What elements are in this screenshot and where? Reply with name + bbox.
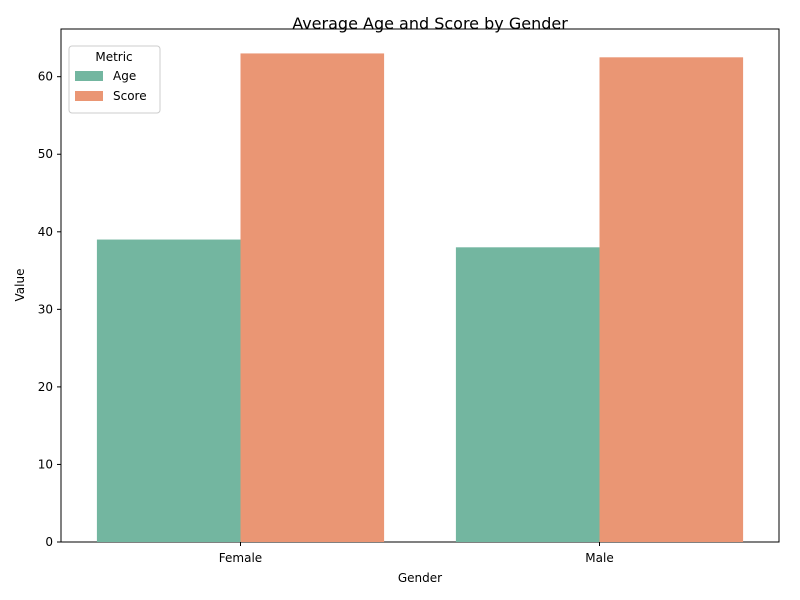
y-tick-label-10: 10 [38,457,53,471]
plot-frame [60,28,780,543]
legend-label-age: Age [113,69,136,83]
bar-age-female [96,239,241,543]
plot-area [60,28,780,543]
legend-swatch-age [75,71,103,81]
y-tick-label-60: 60 [38,70,53,84]
x-axis: Female Male [219,542,614,565]
y-tick-label-0: 0 [45,535,53,549]
legend: Metric Age Score [68,45,161,114]
y-tick-label-50: 50 [38,147,53,161]
x-tick-label-male: Male [585,551,613,565]
chart-title: Average Age and Score by Gender [292,14,568,33]
x-tick-label-female: Female [219,551,262,565]
bar-age-male [455,247,600,542]
x-axis-label: Gender [398,571,442,585]
y-axis: 0 10 20 30 40 50 60 [38,70,61,549]
legend-items: Age Score [75,69,147,103]
y-tick-label-20: 20 [38,380,53,394]
legend-title: Metric [95,50,132,64]
y-tick-label-40: 40 [38,225,53,239]
bar-score-female [240,53,385,543]
bar-score-male [599,57,744,543]
y-axis-label: Value [13,269,27,302]
legend-label-score: Score [113,89,147,103]
y-tick-label-30: 30 [38,302,53,316]
legend-swatch-score [75,91,103,101]
bars-layer [96,53,744,543]
